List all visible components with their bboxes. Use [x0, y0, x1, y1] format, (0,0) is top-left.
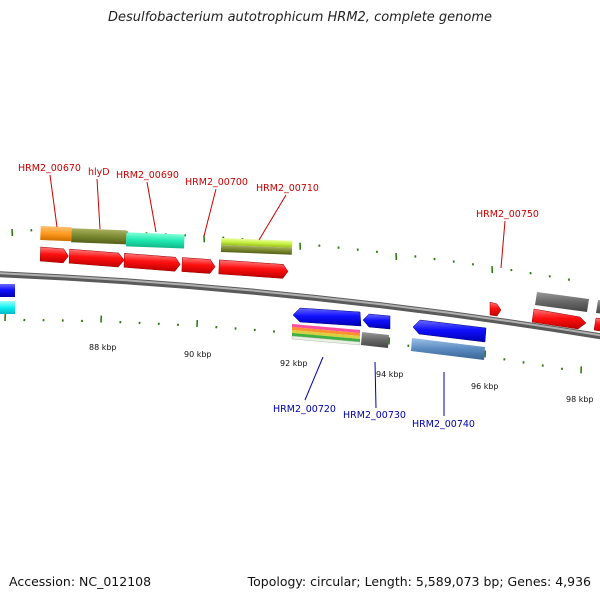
- scale-label-88kbp: 88 kbp: [89, 343, 117, 352]
- cds-reverse[interactable]: [0, 284, 15, 297]
- accession-text: Accession: NC_012108: [9, 574, 152, 589]
- gene-label-hrm2-00720[interactable]: HRM2_00720: [273, 404, 336, 415]
- cds-forward[interactable]: [181, 257, 216, 274]
- cds-forward[interactable]: [531, 308, 587, 330]
- cds-reverse[interactable]: [412, 319, 487, 343]
- forward-cds-track: [39, 246, 289, 279]
- feature-rainbow-yellow[interactable]: [292, 330, 360, 339]
- gene-label-hrm2-00700[interactable]: HRM2_00700: [185, 177, 248, 188]
- cds-reverse[interactable]: [362, 313, 391, 330]
- reverse-gene-labels: HRM2_00720 HRM2_00730 HRM2_00740: [273, 356, 475, 430]
- cds-forward[interactable]: [68, 248, 125, 268]
- scale-label-90kbp: 90 kbp: [184, 350, 212, 359]
- feature-teal[interactable]: [126, 232, 185, 249]
- cds-forward[interactable]: [593, 317, 600, 332]
- feature-rainbow-orange[interactable]: [292, 327, 360, 336]
- gene-label-hrm2-00730[interactable]: HRM2_00730: [343, 410, 406, 421]
- gene-label-hrm2-00740[interactable]: HRM2_00740: [412, 419, 475, 430]
- cds-forward[interactable]: [218, 259, 289, 279]
- cds-forward[interactable]: [489, 301, 502, 317]
- scale-label-94kbp: 94 kbp: [376, 370, 404, 379]
- cds-forward[interactable]: [123, 252, 181, 272]
- gene-label-hrm2-00710[interactable]: HRM2_00710: [256, 183, 319, 194]
- gene-label-hlyd[interactable]: hlyD: [88, 167, 110, 178]
- cds-forward[interactable]: [39, 246, 69, 264]
- genome-stats-text: Topology: circular; Length: 5,589,073 bp…: [247, 574, 591, 589]
- feature-rainbow-white[interactable]: [291, 335, 361, 346]
- feature-lime[interactable]: [221, 237, 293, 248]
- feature-olive[interactable]: [71, 228, 127, 245]
- feature-rainbow-green[interactable]: [292, 333, 360, 342]
- feature-gray[interactable]: [361, 332, 389, 348]
- map-title: Desulfobacterium autotrophicum HRM2, com…: [107, 10, 493, 25]
- feature-gray[interactable]: [535, 292, 589, 312]
- feature-gray[interactable]: [596, 300, 600, 314]
- cds-reverse[interactable]: [292, 307, 362, 327]
- scale-label-96kbp: 96 kbp: [471, 382, 499, 391]
- scale-label-98kbp: 98 kbp: [566, 395, 594, 404]
- feature-olive-2[interactable]: [220, 244, 293, 255]
- feature-rainbow-pink[interactable]: [292, 324, 360, 333]
- forward-feature-track: [40, 226, 293, 255]
- genome-backbone: [0, 271, 600, 340]
- gene-label-hrm2-00670[interactable]: HRM2_00670: [18, 163, 81, 174]
- reverse-feature-track: [291, 324, 485, 360]
- gene-label-hrm2-00750[interactable]: HRM2_00750: [476, 209, 539, 220]
- scale-label-92kbp: 92 kbp: [280, 359, 308, 368]
- forward-gene-labels: HRM2_00670 hlyD HRM2_00690 HRM2_00700 HR…: [18, 163, 539, 269]
- feature-cyan[interactable]: [0, 301, 15, 314]
- feature-steel-blue[interactable]: [411, 338, 485, 360]
- gene-label-hrm2-00690[interactable]: HRM2_00690: [116, 170, 179, 181]
- feature-orange[interactable]: [40, 226, 72, 242]
